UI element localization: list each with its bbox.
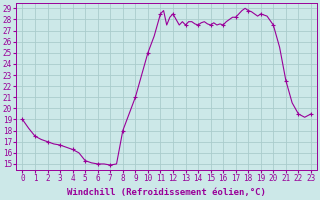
X-axis label: Windchill (Refroidissement éolien,°C): Windchill (Refroidissement éolien,°C) [67, 188, 266, 197]
